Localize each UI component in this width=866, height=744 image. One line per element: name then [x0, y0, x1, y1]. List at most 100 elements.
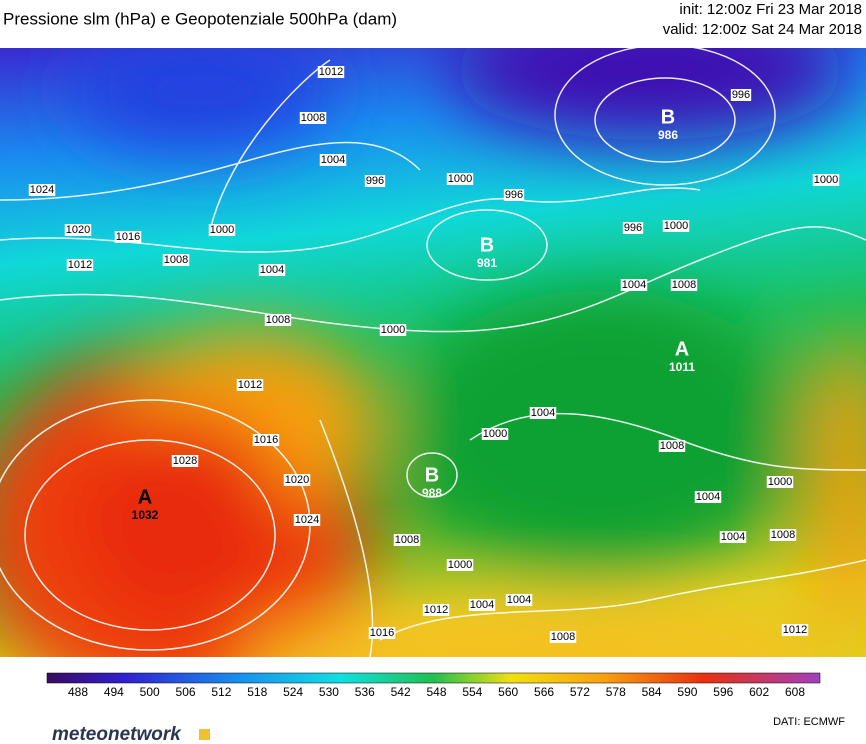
- isobar-label: 1008: [670, 279, 698, 291]
- valid-time: valid: 12:00z Sat 24 Mar 2018: [663, 21, 862, 38]
- isobar-value: 1008: [395, 534, 419, 546]
- isobar-label: 1000: [766, 476, 794, 488]
- isobar-label: 1004: [319, 154, 347, 166]
- colorbar-label: 608: [785, 685, 805, 699]
- isobar-label: 1020: [283, 474, 311, 486]
- isobar-label: 1016: [368, 627, 396, 639]
- isobar-value: 1016: [116, 231, 140, 243]
- isobar-value: 1008: [672, 279, 696, 291]
- isobar-label-box: [258, 264, 286, 276]
- isobar-value: 1016: [370, 627, 394, 639]
- isobar-label-box: [769, 529, 797, 541]
- isobar-label: 1004: [529, 407, 557, 419]
- isobar-label: 996: [503, 189, 525, 201]
- colorbar-label: 596: [713, 685, 733, 699]
- isobar-value: 1008: [660, 440, 684, 452]
- isobar-labels: 1012 1008 1004 996 1000 996 1000 1024 1020 1016 10…: [28, 66, 840, 643]
- isobar-value: 1024: [30, 184, 54, 196]
- center-letter: A: [138, 486, 152, 508]
- colorbar: [46, 672, 821, 684]
- isobar-label-box: [529, 407, 557, 419]
- init-time: init: 12:00z Fri 23 Mar 2018: [679, 1, 862, 18]
- isobar-label-box: [364, 175, 386, 187]
- isobar-value: 1000: [768, 476, 792, 488]
- isobar-label: 1004: [468, 599, 496, 611]
- isobar-label: 1000: [446, 173, 474, 185]
- isobar-label-box: [481, 428, 509, 440]
- isobar-label-box: [766, 476, 794, 488]
- isobar-label: 1012: [236, 379, 264, 391]
- map: [0, 48, 866, 657]
- isobar-value: 1008: [551, 631, 575, 643]
- colorbar-label: 518: [247, 685, 267, 699]
- isobar-label-box: [299, 112, 327, 124]
- isobar-value: 1012: [319, 66, 343, 78]
- isobar-label: 1000: [208, 224, 236, 236]
- isobar-label: 1008: [658, 440, 686, 452]
- isobar-label-box: [171, 455, 199, 467]
- isobar-value: 1016: [254, 434, 278, 446]
- isobar-value: 996: [505, 189, 523, 201]
- isobar-value: 1012: [68, 259, 92, 271]
- isobar-value: 1012: [783, 624, 807, 636]
- isobar-label: 1012: [66, 259, 94, 271]
- colorbar-label: 488: [68, 685, 88, 699]
- isobar-value: 1000: [483, 428, 507, 440]
- isobar-label: 1000: [812, 174, 840, 186]
- isobar-label-box: [319, 154, 347, 166]
- isobar-label-box: [622, 222, 644, 234]
- isobar-value: 1000: [448, 173, 472, 185]
- isobar-label-box: [781, 624, 809, 636]
- isobar-label: 1004: [258, 264, 286, 276]
- isobar-value: 1020: [285, 474, 309, 486]
- isobar-label-box: [620, 279, 648, 291]
- center-value: 1032: [132, 508, 159, 522]
- isobar-value: 1008: [266, 314, 290, 326]
- isobar-label-box: [446, 559, 474, 571]
- isobar-label: 996: [730, 89, 752, 101]
- center-letter: A: [675, 338, 689, 360]
- colorbar-label: 548: [426, 685, 446, 699]
- isobar-label: 1008: [299, 112, 327, 124]
- isobar-label: 1008: [769, 529, 797, 541]
- isobar-label-box: [658, 440, 686, 452]
- isobar-value: 1004: [321, 154, 345, 166]
- isobar-label-box: [64, 224, 92, 236]
- isobar-label: 1008: [162, 254, 190, 266]
- colorbar-label: 506: [176, 685, 196, 699]
- isobar-label-box: [670, 279, 698, 291]
- isobar-label: 1016: [114, 231, 142, 243]
- isobar-label: 1024: [28, 184, 56, 196]
- isobar-value: 1004: [507, 594, 531, 606]
- isobar-value: 1004: [470, 599, 494, 611]
- isobar-label: 1000: [481, 428, 509, 440]
- colorbar-label: 524: [283, 685, 303, 699]
- isobar-value: 1020: [66, 224, 90, 236]
- colorbar-label: 590: [677, 685, 697, 699]
- isobar-label-box: [162, 254, 190, 266]
- isobar-label-box: [236, 379, 264, 391]
- isobar-value: 1008: [301, 112, 325, 124]
- colorbar-label: 554: [462, 685, 482, 699]
- isobar-label-box: [393, 534, 421, 546]
- center-value: 986: [658, 128, 678, 142]
- isobar-label: 1008: [393, 534, 421, 546]
- isobar-label: 1024: [293, 514, 321, 526]
- isobar-value: 1028: [173, 455, 197, 467]
- isobar-label: 1000: [446, 559, 474, 571]
- isobar-value: 1008: [164, 254, 188, 266]
- isobar-value: 1004: [531, 407, 555, 419]
- isobar-label: 1012: [781, 624, 809, 636]
- isobar-label: 1012: [317, 66, 345, 78]
- isobar-label: 1000: [379, 324, 407, 336]
- isobar-label: 1004: [694, 491, 722, 503]
- isobar-label-box: [422, 604, 450, 616]
- colorbar-label: 560: [498, 685, 518, 699]
- isobar-label-box: [694, 491, 722, 503]
- colorbar-label: 512: [211, 685, 231, 699]
- isobar-label-box: [468, 599, 496, 611]
- source: DATI: ECMWF: [773, 716, 845, 728]
- isobar-label-box: [379, 324, 407, 336]
- isobar-label-box: [549, 631, 577, 643]
